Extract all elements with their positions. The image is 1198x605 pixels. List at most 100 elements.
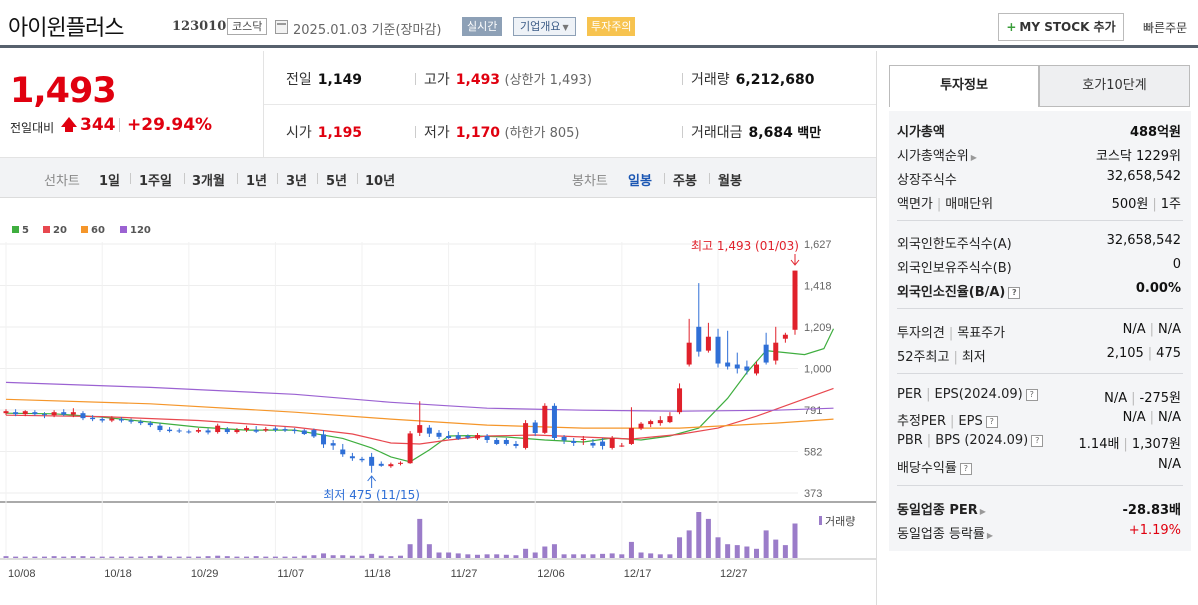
volume-bar [224,556,230,558]
volume-bar [263,556,269,558]
line-chart-label: 선차트 [44,174,80,189]
candle-monthly[interactable]: 월봉 [718,174,742,189]
y-tick-label: 1,627 [804,239,832,251]
period-10y[interactable]: 10년 [365,174,396,189]
volume-bar [244,556,250,558]
par-label: 액면가 [897,197,933,212]
volume-bar [321,553,327,558]
candle-body [61,412,67,415]
pbr-label: PBR [897,433,923,448]
volume-bar [513,555,519,558]
divider [664,173,665,184]
candle-body [186,431,192,433]
sector-per-label[interactable]: 동일업종 PER [897,503,978,518]
volume-bar [32,556,38,558]
help-icon[interactable]: ? [959,463,972,475]
caret-right-icon: ▶ [970,153,977,162]
foreign-limit-row: 외국인한도주식수(A) 32,658,542 [897,233,1183,253]
company-overview-dropdown[interactable]: 기업개요 ▼ [513,17,576,36]
high-price: 고가 1,493 (상한가 1,493) [424,69,592,89]
divider [682,73,683,85]
tab-investment-info[interactable]: 투자정보 [889,65,1039,107]
week52-row: 52주최고 | 최저 2,105 | 475 [897,346,1183,366]
divider [263,51,264,158]
volume-bar [234,556,240,558]
caret-right-icon: ▶ [979,507,986,516]
candle-weekly[interactable]: 주봉 [673,174,697,189]
volume-bar [657,554,663,558]
divider [897,485,1183,486]
volume-bar [378,555,384,558]
x-tick-label: 10/29 [191,568,219,580]
volume-bar [571,554,577,558]
period-3y[interactable]: 3년 [286,174,308,189]
volume-bar [70,556,76,558]
volume-bar [773,539,779,558]
volume-bar [523,548,529,558]
prev-close-label: 전일 [286,72,312,88]
divider [119,118,120,132]
candle-body [13,412,19,415]
volume-label: 거래량 [825,515,855,528]
period-1w[interactable]: 1주일 [139,174,172,189]
candle-body [744,366,750,371]
volume-bar [41,556,47,558]
candle-body [109,418,115,421]
dividend-value: N/A [1158,457,1181,472]
y-tick-label: 1,418 [804,281,832,293]
help-icon[interactable]: ? [1008,287,1021,299]
bps-value: 1,307원 [1131,437,1181,452]
divider [897,308,1183,309]
foreign-limit-value: 32,658,542 [1106,233,1181,248]
period-3m[interactable]: 3개월 [192,174,225,189]
period-5y[interactable]: 5년 [326,174,348,189]
price-chart[interactable]: 1,627 1,418 1,209 1,000 791 582 373 10/08 10/18 1… [0,232,876,605]
est-eps-label: EPS [958,414,983,429]
low-value: 1,170 [455,125,501,141]
est-per-label: 추정PER [897,414,947,429]
divider: | [953,350,958,365]
divider [709,173,710,184]
candle-body [657,420,663,424]
period-1y[interactable]: 1년 [246,174,268,189]
candle-body [282,429,288,431]
add-mystock-button[interactable]: + MY STOCK 추가 [998,13,1124,41]
volume-bar [407,544,413,558]
info-body: 시가총액 488억원 시가총액순위 ▶ 코스닥 1229위 상장주식수 32,65… [889,111,1191,551]
quick-order-link[interactable]: 빠른주문 [1143,21,1188,35]
candle-body [725,362,731,367]
est-per-value: N/A [1122,410,1146,425]
add-mystock-label: MY STOCK 추가 [1019,20,1116,34]
high52-value: 2,105 [1106,346,1144,361]
opinion-label: 투자의견 [897,326,945,341]
candle-body [503,439,509,444]
divider: | [936,197,942,212]
candle-body [600,441,606,446]
period-1d[interactable]: 1일 [99,174,121,189]
tab-orderbook[interactable]: 호가10단계 [1039,65,1190,107]
prev-close: 전일 1,149 [286,69,362,89]
candle-body [523,423,529,448]
help-icon[interactable]: ? [985,416,998,428]
candle-daily[interactable]: 일봉 [628,174,652,189]
ma60-line [5,398,834,429]
help-icon[interactable]: ? [1025,389,1038,401]
volume-bar [109,556,115,558]
volume-bar [388,556,394,558]
change-amount: 344 [80,115,116,135]
low-arrow-head [367,475,377,482]
volume-bar [51,556,57,558]
volume-bar [90,556,96,558]
sector-change-label[interactable]: 동일업종 등락률 [897,527,985,542]
candle-body [147,423,153,426]
open-value: 1,195 [317,125,363,141]
volume-bar [638,552,644,558]
open-label: 시가 [286,125,312,141]
candle-body [167,429,173,432]
volume-bar [138,556,144,558]
volume-bar [561,554,567,558]
realtime-button[interactable]: 실시간 [462,17,503,36]
help-icon[interactable]: ? [1031,435,1044,447]
sector-per-value: -28.83배 [1122,503,1181,518]
market-cap-value: 488억원 [1129,125,1181,140]
